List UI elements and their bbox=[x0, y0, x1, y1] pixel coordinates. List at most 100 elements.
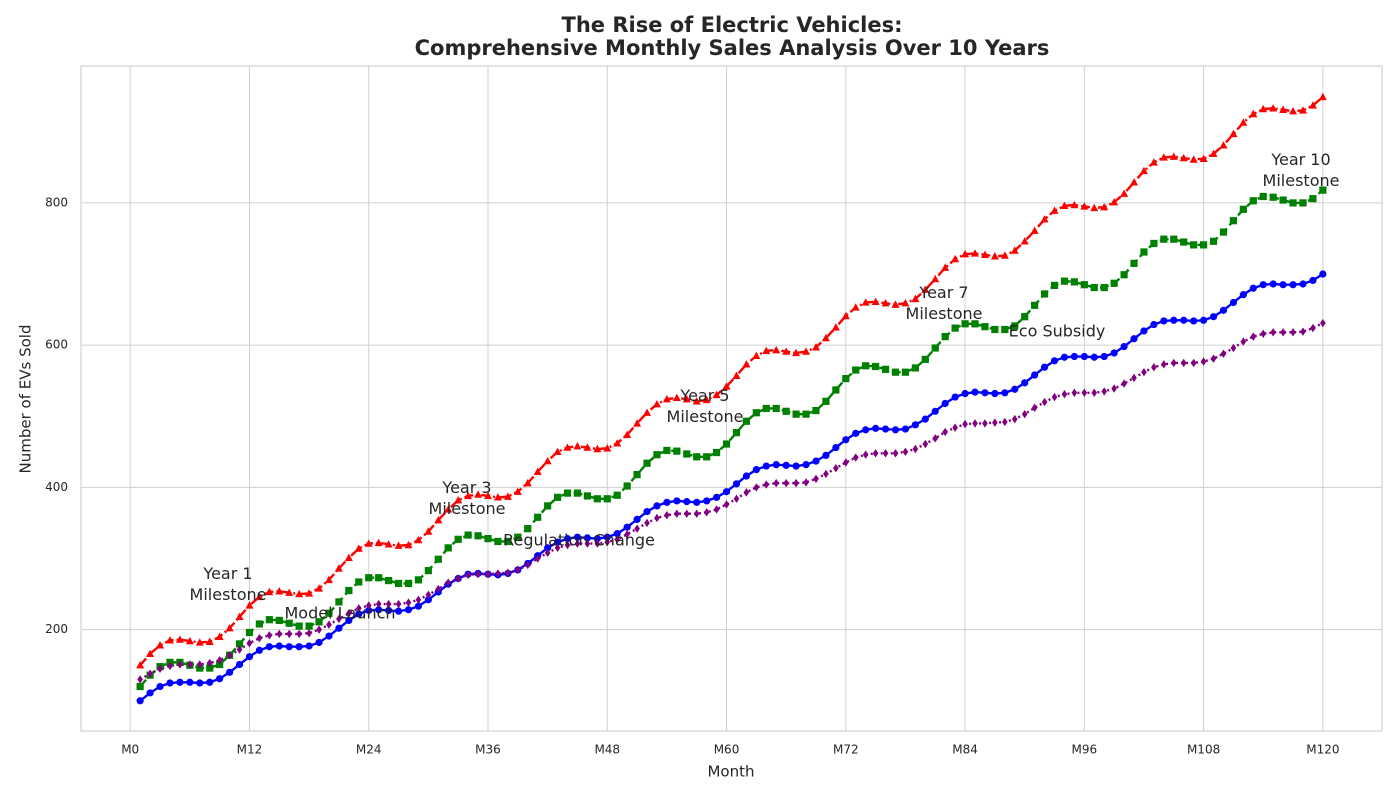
data-point bbox=[425, 590, 432, 599]
data-point bbox=[851, 303, 860, 311]
data-point bbox=[415, 595, 422, 604]
data-point bbox=[404, 540, 413, 549]
data-point bbox=[752, 351, 761, 360]
data-point bbox=[553, 538, 562, 546]
data-point bbox=[1080, 352, 1088, 361]
data-point bbox=[673, 497, 681, 505]
data-point bbox=[285, 588, 294, 596]
data-point bbox=[1259, 104, 1268, 113]
data-point bbox=[1111, 384, 1117, 393]
data-point bbox=[524, 560, 531, 570]
data-point bbox=[216, 656, 223, 665]
data-point bbox=[802, 347, 811, 355]
data-point bbox=[783, 478, 789, 488]
data-point bbox=[1070, 352, 1078, 361]
data-point bbox=[743, 488, 750, 497]
data-point bbox=[285, 643, 293, 651]
data-point bbox=[553, 493, 562, 501]
data-point bbox=[1130, 178, 1139, 186]
data-point bbox=[713, 505, 720, 514]
data-point bbox=[1140, 327, 1148, 335]
data-point bbox=[1249, 284, 1257, 292]
data-point bbox=[424, 567, 432, 575]
data-point bbox=[822, 397, 830, 405]
data-point bbox=[742, 417, 751, 425]
data-point bbox=[833, 464, 839, 473]
x-tick-label: M96 bbox=[1072, 743, 1098, 757]
data-point bbox=[1000, 251, 1009, 259]
data-point bbox=[1308, 101, 1317, 109]
data-point bbox=[852, 453, 859, 462]
data-point bbox=[603, 444, 612, 452]
data-point bbox=[266, 631, 273, 640]
data-point bbox=[445, 578, 452, 587]
data-point bbox=[1229, 129, 1238, 138]
y-tick-label: 200 bbox=[45, 622, 68, 636]
data-point bbox=[1161, 360, 1167, 369]
data-point bbox=[1101, 387, 1108, 396]
data-point bbox=[941, 333, 949, 341]
data-point bbox=[821, 333, 830, 342]
data-point bbox=[235, 640, 244, 648]
data-point bbox=[643, 459, 651, 467]
data-point bbox=[1139, 166, 1148, 175]
data-point bbox=[811, 343, 820, 351]
data-point bbox=[990, 252, 999, 260]
data-point bbox=[912, 444, 919, 454]
data-point bbox=[732, 371, 741, 379]
data-point bbox=[673, 447, 681, 455]
data-point bbox=[315, 638, 323, 647]
data-point bbox=[803, 478, 809, 487]
data-point bbox=[1269, 280, 1277, 288]
data-point bbox=[1031, 371, 1039, 379]
data-point bbox=[1230, 343, 1237, 353]
data-point bbox=[654, 513, 660, 523]
data-point bbox=[693, 509, 700, 518]
data-point bbox=[1210, 354, 1217, 363]
data-point bbox=[1229, 298, 1238, 307]
data-point bbox=[444, 544, 452, 552]
data-point bbox=[862, 426, 870, 434]
data-point bbox=[464, 491, 473, 500]
data-point bbox=[1169, 152, 1178, 160]
data-point bbox=[862, 450, 869, 459]
data-point bbox=[653, 502, 661, 510]
data-point bbox=[404, 606, 413, 614]
data-point bbox=[534, 554, 541, 563]
data-point bbox=[424, 527, 433, 535]
data-point bbox=[703, 453, 711, 461]
data-point bbox=[355, 578, 363, 586]
data-point bbox=[374, 538, 383, 547]
data-point bbox=[891, 300, 900, 308]
data-point bbox=[991, 389, 999, 398]
data-point bbox=[196, 660, 203, 669]
data-point bbox=[563, 489, 572, 497]
data-point bbox=[1150, 320, 1158, 329]
data-point bbox=[782, 461, 790, 469]
data-point bbox=[563, 535, 572, 543]
data-point bbox=[762, 462, 770, 470]
data-point bbox=[1010, 246, 1019, 254]
data-point bbox=[504, 537, 512, 546]
data-point bbox=[763, 480, 770, 489]
data-point bbox=[674, 509, 680, 518]
data-point bbox=[813, 474, 819, 484]
data-point bbox=[1090, 353, 1098, 361]
data-point bbox=[1239, 291, 1247, 299]
y-tick-label: 600 bbox=[45, 338, 68, 352]
data-point bbox=[375, 599, 382, 609]
data-point bbox=[624, 530, 630, 539]
data-point bbox=[812, 406, 820, 415]
data-point bbox=[1061, 390, 1068, 399]
data-point bbox=[1040, 215, 1049, 223]
data-point bbox=[364, 539, 373, 547]
data-point bbox=[1180, 316, 1188, 324]
data-point bbox=[385, 576, 393, 585]
data-point bbox=[1150, 239, 1158, 248]
data-point bbox=[394, 579, 403, 588]
data-point bbox=[405, 598, 412, 607]
data-point bbox=[1110, 279, 1118, 287]
data-point bbox=[157, 664, 163, 673]
data-point bbox=[295, 589, 304, 598]
data-point bbox=[712, 493, 721, 501]
